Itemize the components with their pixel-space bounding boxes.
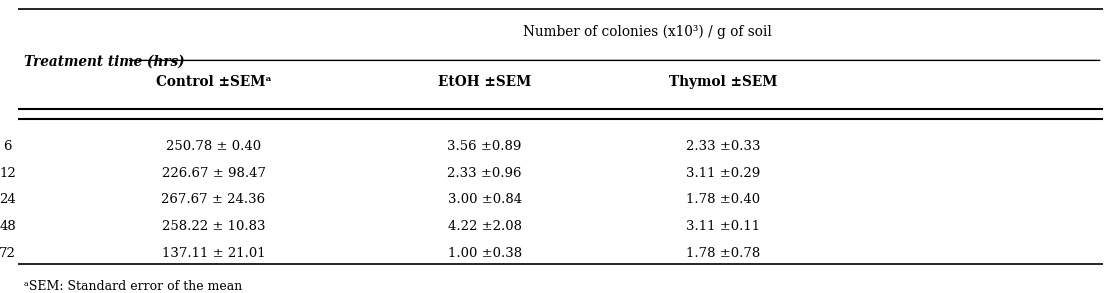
Text: 6: 6	[3, 140, 12, 153]
Text: 137.11 ± 21.01: 137.11 ± 21.01	[161, 247, 265, 260]
Text: EtOH ±SEM: EtOH ±SEM	[438, 75, 531, 89]
Text: 1.00 ±0.38: 1.00 ±0.38	[447, 247, 522, 260]
Text: 250.78 ± 0.40: 250.78 ± 0.40	[166, 140, 262, 153]
Text: 72: 72	[0, 247, 15, 260]
Text: Thymol ±SEM: Thymol ±SEM	[669, 75, 777, 89]
Text: 12: 12	[0, 166, 15, 180]
Text: 1.78 ±0.40: 1.78 ±0.40	[686, 193, 761, 206]
Text: 1.78 ±0.78: 1.78 ±0.78	[686, 247, 761, 260]
Text: Treatment time (hrs): Treatment time (hrs)	[24, 55, 184, 69]
Text: 24: 24	[0, 193, 15, 206]
Text: 258.22 ± 10.83: 258.22 ± 10.83	[162, 220, 265, 233]
Text: 267.67 ± 24.36: 267.67 ± 24.36	[161, 193, 266, 206]
Text: 48: 48	[0, 220, 15, 233]
Text: 3.11 ±0.29: 3.11 ±0.29	[686, 166, 761, 180]
Text: Number of colonies (x10³) / g of soil: Number of colonies (x10³) / g of soil	[523, 25, 772, 40]
Text: 2.33 ±0.33: 2.33 ±0.33	[686, 140, 761, 153]
Text: ᵃSEM: Standard error of the mean: ᵃSEM: Standard error of the mean	[24, 280, 242, 293]
Text: 4.22 ±2.08: 4.22 ±2.08	[447, 220, 521, 233]
Text: 3.11 ±0.11: 3.11 ±0.11	[686, 220, 761, 233]
Text: 2.33 ±0.96: 2.33 ±0.96	[447, 166, 522, 180]
Text: 3.56 ±0.89: 3.56 ±0.89	[447, 140, 522, 153]
Text: 226.67 ± 98.47: 226.67 ± 98.47	[161, 166, 266, 180]
Text: Control ±SEMᵃ: Control ±SEMᵃ	[156, 75, 272, 89]
Text: 3.00 ±0.84: 3.00 ±0.84	[447, 193, 522, 206]
